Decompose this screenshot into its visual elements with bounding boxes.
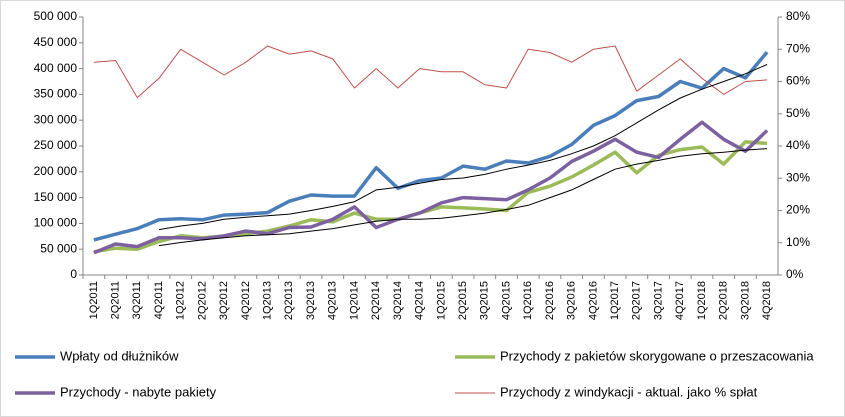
y-tick-label: 350 000: [34, 87, 78, 101]
x-tick-label: 2Q2018: [718, 281, 730, 320]
x-tick-label: 4Q2016: [587, 281, 599, 320]
legend-label: Przychody z windykacji - aktual. jako % …: [500, 384, 758, 399]
x-tick-label: 1Q2017: [609, 281, 621, 320]
y-tick-label: 450 000: [34, 35, 78, 49]
y2-tick-label: 80%: [786, 9, 810, 23]
y2-tick-label: 20%: [786, 203, 810, 217]
x-tick-label: 1Q2012: [175, 281, 187, 320]
y-tick-label: 50 000: [40, 241, 77, 255]
x-tick-label: 1Q2018: [696, 281, 708, 320]
x-tick-label: 4Q2014: [414, 281, 426, 320]
x-tick-label: 2Q2014: [370, 281, 382, 320]
x-tick-label: 2Q2011: [109, 281, 121, 319]
y-tick-label: 0: [70, 267, 77, 281]
y2-tick-label: 30%: [786, 170, 810, 184]
y-tick-label: 250 000: [34, 138, 78, 152]
legend-label: Przychody z pakietów skorygowane o przes…: [500, 348, 814, 363]
y2-tick-label: 40%: [786, 138, 810, 152]
x-tick-label: 2Q2016: [544, 281, 556, 320]
x-tick-label: 4Q2012: [240, 281, 252, 320]
series-line: [93, 50, 769, 242]
legend-label: Wpłaty od dłużników: [60, 348, 179, 363]
x-tick-label: 3Q2018: [739, 281, 751, 320]
y-tick-label: 150 000: [34, 190, 78, 204]
y2-tick-label: 10%: [786, 235, 810, 249]
x-tick-label: 3Q2015: [479, 281, 491, 320]
y-tick-label: 500 000: [34, 9, 78, 23]
y2-tick-label: 60%: [786, 74, 810, 88]
x-tick-label: 3Q2013: [305, 281, 317, 320]
y2-tick-label: 0%: [786, 267, 804, 281]
y-tick-label: 300 000: [34, 112, 78, 126]
x-tick-label: 4Q2011: [153, 281, 165, 319]
y2-tick-label: 50%: [786, 106, 810, 120]
x-tick-label: 2Q2017: [631, 281, 643, 320]
x-tick-label: 1Q2016: [522, 281, 534, 320]
x-tick-label: 2Q2012: [196, 281, 208, 320]
legend-label: Przychody - nabyte pakiety: [60, 384, 217, 399]
x-tick-label: 1Q2014: [348, 281, 360, 320]
y-tick-label: 200 000: [34, 164, 78, 178]
x-tick-label: 1Q2011: [88, 281, 100, 319]
y2-tick-label: 70%: [786, 41, 810, 55]
y-tick-label: 400 000: [34, 61, 78, 75]
x-tick-label: 4Q2015: [500, 281, 512, 320]
x-tick-label: 1Q2013: [262, 281, 274, 320]
x-tick-label: 3Q2017: [652, 281, 664, 320]
series-line: [93, 120, 769, 255]
x-tick-label: 3Q2012: [218, 281, 230, 320]
x-tick-label: 3Q2014: [392, 281, 404, 320]
x-tick-label: 2Q2013: [283, 281, 295, 320]
x-tick-label: 4Q2013: [327, 281, 339, 320]
x-tick-label: 4Q2017: [674, 281, 686, 320]
y-tick-label: 100 000: [34, 216, 78, 230]
series-line: [93, 45, 768, 99]
series-line: [158, 148, 768, 247]
x-tick-label: 4Q2018: [761, 281, 773, 320]
series-line: [158, 64, 768, 231]
x-tick-label: 3Q2016: [566, 281, 578, 320]
x-tick-label: 1Q2015: [435, 281, 447, 320]
x-tick-label: 2Q2015: [457, 281, 469, 320]
x-tick-label: 3Q2011: [131, 281, 143, 319]
